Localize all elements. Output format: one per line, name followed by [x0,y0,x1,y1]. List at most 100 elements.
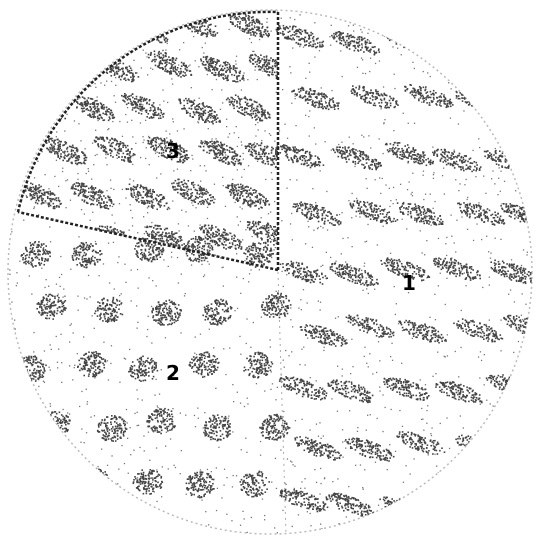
speckle-blob [292,201,342,226]
speckle-blob [171,178,215,206]
speckle-blob [500,203,532,223]
speckle-blob [299,324,348,347]
speckle-blob [455,434,504,459]
speckle-blob [94,296,124,323]
region-3-boundary [16,10,280,272]
speckle-blob [325,492,375,518]
speckle-blob [331,31,381,56]
region-label-2: 2 [166,361,180,385]
speckle-blob [350,85,399,109]
speckle-blob [96,415,128,442]
speckle-blob [18,472,48,499]
speckle-blob [72,95,116,122]
speckle-blob [383,377,430,401]
speckle-blob [36,293,67,320]
speckle-blob [18,181,62,210]
speckle-blob [44,137,88,166]
speckle-blob [398,319,447,344]
speckle-blob [507,82,532,102]
speckle-blob [147,50,193,78]
speckle-blob [260,292,292,319]
speckle-blob [199,140,242,166]
speckle-blob [380,257,431,282]
speckle-blob [121,93,165,120]
speckle-blob [432,148,482,173]
speckle-blob [384,141,434,167]
speckle-blob [93,136,136,163]
speckle-blob [435,381,483,404]
speckle-blob [199,224,243,250]
speckle-blob [278,376,328,401]
speckle-blob [479,493,529,516]
speckle-blob [188,351,220,378]
speckle-blob [404,84,454,109]
speckle-blob [379,496,429,521]
speckle-blob [431,497,481,522]
speckle-blob [455,88,503,112]
speckle-blob [246,220,278,246]
speckle-blob [275,24,325,49]
speckle-blob [279,260,328,285]
speckle-blob [485,374,532,398]
sample-circle-outline [7,9,533,535]
speckle-blob [20,241,51,268]
speckle-blob [24,94,66,123]
speckle-blob [275,144,325,169]
speckle-blob [490,259,532,285]
speckle-blob [431,24,482,49]
speckle-blob [503,314,532,337]
speckle-blob [244,142,278,169]
speckle-blob [453,318,504,343]
speckle-blob [396,201,444,226]
region-1-2-divider [277,271,287,535]
speckle-blob [38,225,83,253]
speckle-blob [225,94,271,122]
speckle-blob [345,314,395,338]
speckle-blob [146,407,176,435]
speckle-blob [329,262,379,287]
speckle-blob [433,257,481,281]
region-label-1: 1 [402,271,416,295]
speckle-blob [132,469,164,495]
speckle-blob [41,53,85,80]
speckle-blob [147,136,190,164]
speckle-blob [381,27,431,53]
speckle-blob [243,241,274,268]
speckle-blob [125,183,170,211]
speckle-blob [70,182,115,210]
speckle-blob [457,202,506,226]
speckle-blob [128,355,159,382]
speckle-blob [345,437,395,462]
speckle-blob [124,15,169,44]
speckle-blob [248,53,278,80]
speckle-blob [71,241,103,269]
speckle-blob [291,86,340,111]
speckle-blob [349,199,399,225]
speckle-blob [200,55,245,83]
speckle-blob [178,97,221,125]
speckle-blob [174,11,219,38]
speckle-blob [202,298,233,326]
speckle-blob [225,183,271,210]
speckle-blob [294,436,342,461]
region-label-3: 3 [166,139,180,163]
speckle-blob [488,32,532,57]
speckle-blob [203,414,231,442]
speckle-blob [259,413,291,441]
speckle-blob [70,14,115,40]
speckle-blob [185,471,215,499]
speckle-blob [506,436,532,457]
speckle-blob [243,351,274,379]
speckle-blob [227,11,270,38]
speckle-blob [17,355,47,382]
speckle-blob [80,467,110,495]
speckle-blob [77,351,107,378]
speckle-blob [239,470,270,498]
speckle-blob [22,13,67,41]
speckle-blob [332,146,382,171]
speckle-blob [396,431,446,455]
speckle-blob [279,488,329,513]
speckle-blob [327,379,374,404]
